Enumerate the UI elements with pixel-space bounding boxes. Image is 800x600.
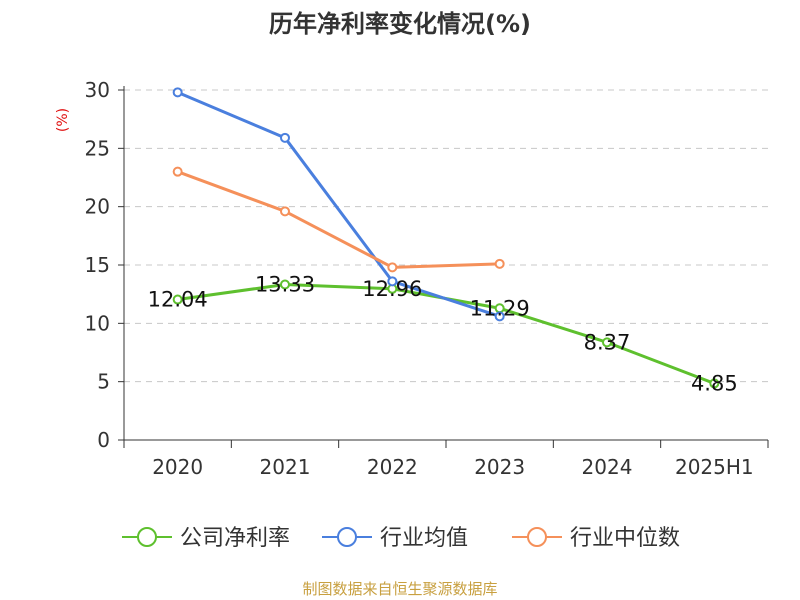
y-tick-label: 5 bbox=[97, 370, 110, 394]
data-point bbox=[172, 294, 183, 305]
series-line bbox=[177, 170, 500, 269]
x-tick-label: 2024 bbox=[582, 455, 633, 479]
data-label: 11.29 bbox=[470, 296, 530, 320]
data-point bbox=[280, 206, 290, 217]
source-footer: 制图数据来自恒生聚源数据库 bbox=[302, 580, 498, 598]
axes: 0 5 10 15 20 25 30 2020 2021 2022 2023 2024 2025H1 bbox=[85, 78, 769, 479]
y-tick-label: 10 bbox=[85, 311, 110, 335]
legend-marker bbox=[137, 527, 157, 547]
y-tick-label: 15 bbox=[85, 253, 110, 277]
y-tick-label: 0 bbox=[97, 428, 110, 452]
x-tick-label: 2023 bbox=[474, 455, 525, 479]
series-layer bbox=[172, 87, 720, 389]
data-point bbox=[387, 262, 398, 273]
series-line bbox=[177, 90, 501, 318]
x-tick-label: 2020 bbox=[152, 455, 203, 479]
y-tick-label: 30 bbox=[85, 78, 110, 102]
data-point bbox=[602, 337, 612, 348]
data-point bbox=[280, 279, 290, 290]
data-label: 13.33 bbox=[255, 272, 315, 296]
legend-label: 公司净利率 bbox=[180, 526, 290, 551]
data-point bbox=[494, 258, 505, 269]
legend-marker bbox=[527, 527, 547, 547]
data-point bbox=[172, 87, 183, 98]
x-tick-label: 2022 bbox=[367, 455, 418, 479]
y-tick-label: 20 bbox=[85, 195, 110, 219]
grid-lines bbox=[124, 89, 768, 383]
data-label: 12.04 bbox=[148, 288, 208, 312]
data-labels: 12.04 13.33 12.96 11.29 8.37 4.85 bbox=[148, 272, 738, 395]
legend: 公司净利率 行业均值 行业中位数 bbox=[122, 526, 680, 551]
data-point bbox=[494, 311, 505, 322]
legend-label: 行业中位数 bbox=[570, 526, 680, 551]
data-point bbox=[387, 276, 398, 287]
data-label: 12.96 bbox=[362, 277, 422, 301]
data-label: 4.85 bbox=[691, 371, 738, 395]
legend-marker bbox=[337, 527, 357, 547]
chart-title: 历年净利率变化情况(%) bbox=[269, 10, 531, 38]
data-point bbox=[172, 166, 183, 177]
data-point bbox=[709, 378, 720, 389]
data-point bbox=[280, 132, 290, 143]
x-tick-label: 2021 bbox=[260, 455, 311, 479]
data-label: 8.37 bbox=[584, 330, 631, 354]
y-tick-label: 25 bbox=[85, 136, 110, 160]
legend-label: 行业均值 bbox=[380, 526, 468, 551]
x-tick-label: 2025H1 bbox=[675, 455, 754, 479]
